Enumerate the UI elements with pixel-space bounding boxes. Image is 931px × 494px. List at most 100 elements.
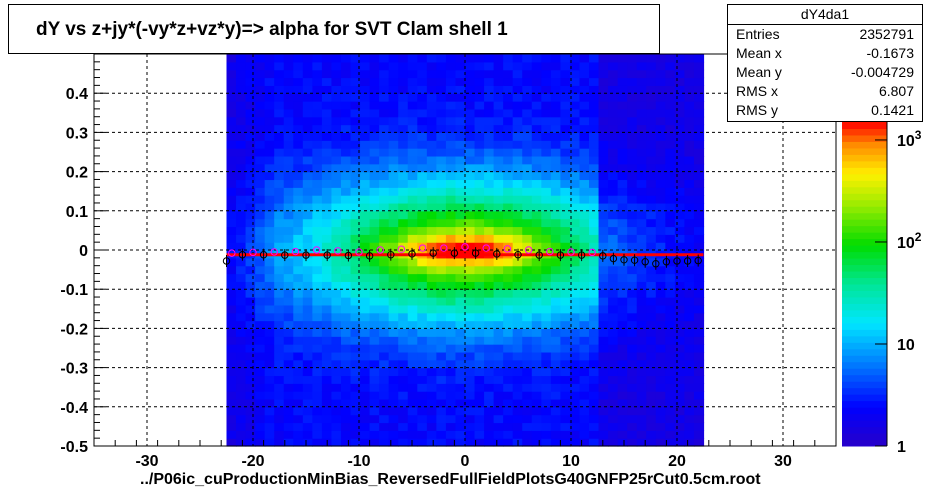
heatmap-cell	[608, 242, 619, 251]
profile-point-black	[238, 251, 247, 259]
heatmap-cell	[541, 304, 552, 314]
heatmap-cell	[646, 69, 657, 79]
heatmap-cell	[455, 297, 466, 306]
heatmap-cell	[522, 257, 533, 267]
heatmap-cell	[236, 155, 247, 165]
heatmap-cell	[474, 336, 485, 345]
heatmap-cell	[407, 61, 418, 71]
heatmap-cell	[627, 101, 638, 110]
palette-bin	[842, 219, 887, 227]
heatmap-cell	[474, 242, 485, 251]
heatmap-cell	[379, 257, 390, 267]
palette-bin	[842, 264, 887, 272]
heatmap-cell	[589, 312, 600, 322]
heatmap-cell	[331, 312, 342, 322]
heatmap-cell	[484, 438, 495, 447]
heatmap-cell	[436, 116, 447, 126]
heatmap-cell	[321, 359, 333, 369]
heatmap-cell	[569, 375, 581, 384]
heatmap-cell	[274, 101, 285, 110]
heatmap-cell	[674, 218, 686, 228]
heatmap-cell	[493, 398, 504, 408]
heatmap-cell	[426, 265, 437, 275]
heatmap-cell	[655, 202, 666, 212]
heatmap-cell	[436, 281, 447, 290]
heatmap-cell	[236, 391, 247, 400]
heatmap-cell	[436, 367, 447, 377]
heatmap-cell	[636, 297, 647, 306]
heatmap-cell	[302, 101, 313, 110]
heatmap-cell	[350, 320, 361, 329]
heatmap-cell	[674, 398, 686, 408]
heatmap-cell	[436, 132, 447, 141]
heatmap-cell	[598, 438, 609, 447]
heatmap-cell	[646, 132, 657, 141]
heatmap-cell	[493, 132, 504, 141]
heatmap-cell	[350, 108, 361, 118]
heatmap-cell	[465, 171, 476, 181]
palette-bin	[842, 335, 887, 343]
heatmap-cell	[264, 61, 275, 71]
heatmap-cell	[302, 391, 313, 400]
heatmap-cell	[627, 85, 638, 94]
heatmap-cell	[617, 398, 628, 408]
heatmap-cell	[522, 234, 533, 243]
heatmap-cell	[598, 312, 609, 322]
heatmap-cell	[426, 422, 437, 431]
heatmap-cell	[312, 320, 323, 329]
heatmap-cell	[646, 438, 657, 447]
heatmap-cell	[436, 108, 447, 118]
heatmap-cell	[531, 304, 542, 314]
heatmap-cell	[674, 108, 686, 118]
heatmap-cell	[407, 93, 418, 102]
heatmap-cell	[465, 108, 476, 118]
heatmap-cell	[426, 93, 437, 102]
heatmap-cell	[579, 422, 590, 431]
heatmap-cell	[541, 273, 552, 282]
heatmap-cell	[436, 336, 447, 345]
heatmap-cell	[417, 187, 428, 196]
heatmap-cell	[264, 163, 275, 173]
heatmap-cell	[226, 430, 237, 439]
heatmap-cell	[693, 391, 705, 400]
heatmap-cell	[617, 54, 628, 63]
heatmap-cell	[283, 101, 294, 110]
heatmap-cell	[693, 234, 705, 243]
heatmap-cell	[264, 195, 275, 204]
heatmap-cell	[684, 108, 695, 118]
heatmap-cell	[302, 359, 313, 369]
heatmap-cell	[693, 108, 705, 118]
heatmap-cell	[550, 77, 561, 86]
heatmap-cell	[598, 195, 609, 204]
heatmap-cell	[255, 289, 266, 298]
heatmap-cell	[436, 124, 447, 133]
heatmap-cell	[455, 367, 466, 377]
heatmap-cell	[693, 179, 705, 188]
heatmap-cell	[331, 77, 342, 86]
heatmap-cell	[484, 344, 495, 353]
heatmap-cell	[264, 101, 275, 110]
heatmap-cell	[455, 140, 466, 149]
heatmap-cell	[302, 195, 313, 204]
heatmap-cell	[398, 124, 409, 133]
heatmap-cell	[340, 367, 352, 377]
heatmap-cell	[360, 375, 371, 384]
heatmap-cell	[484, 257, 495, 267]
heatmap-cell	[579, 367, 590, 377]
heatmap-cell	[417, 438, 428, 447]
heatmap-cell	[436, 85, 447, 94]
heatmap-cell	[493, 422, 504, 431]
heatmap-cell	[350, 155, 361, 165]
heatmap-cell	[646, 367, 657, 377]
profile-point-black	[641, 258, 649, 266]
heatmap-cell	[684, 132, 695, 141]
heatmap-cell	[445, 69, 457, 79]
heatmap-cell	[503, 155, 514, 165]
heatmap-cell	[407, 351, 418, 361]
heatmap-cell	[302, 163, 313, 173]
heatmap-cell	[503, 93, 514, 102]
heatmap-cell	[417, 289, 428, 298]
heatmap-cell	[646, 320, 657, 329]
heatmap-cell	[455, 124, 466, 133]
heatmap-cell	[627, 77, 638, 86]
